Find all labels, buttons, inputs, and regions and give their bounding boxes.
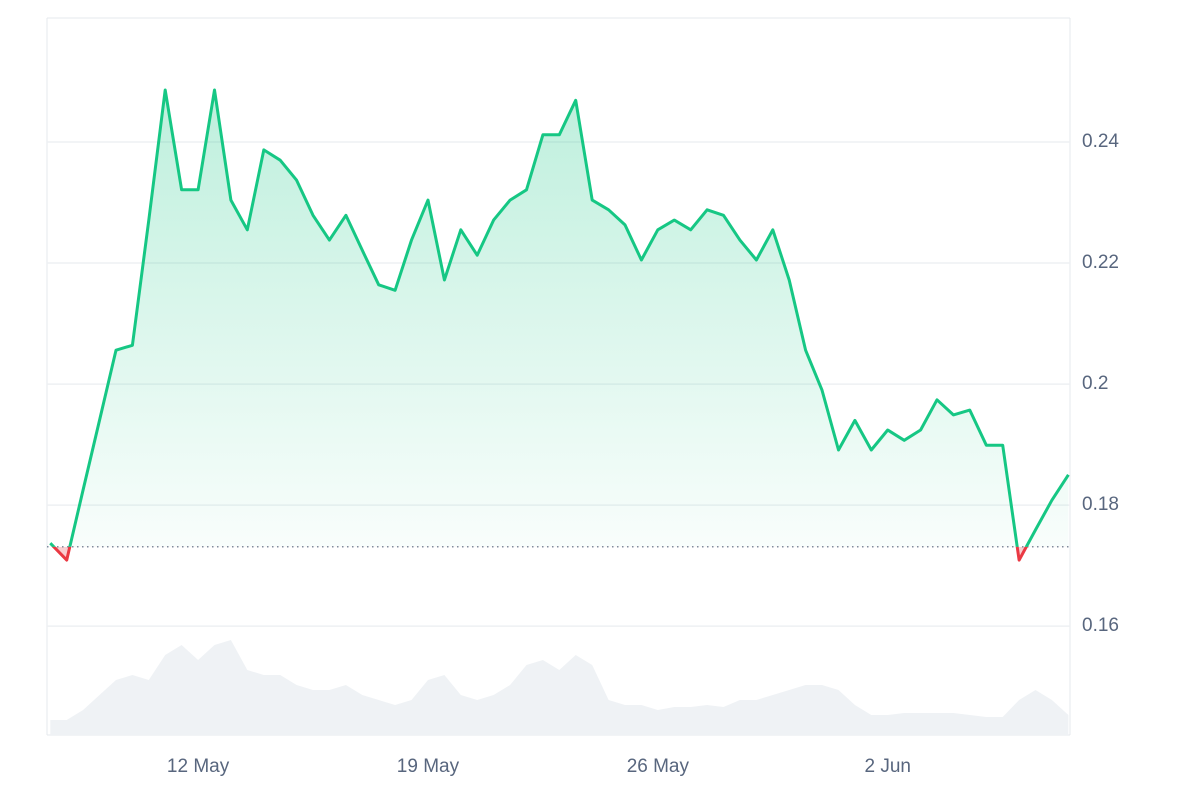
x-tick-label: 12 May <box>167 756 230 777</box>
y-tick-label: 0.16 <box>1082 615 1119 636</box>
price-area-up <box>50 90 1069 547</box>
y-tick-label: 0.2 <box>1082 373 1108 394</box>
y-tick-label: 0.22 <box>1082 252 1119 273</box>
x-tick-label: 19 May <box>397 756 460 777</box>
y-tick-label: 0.24 <box>1082 131 1119 152</box>
x-tick-label: 2 Jun <box>864 756 910 777</box>
volume-area <box>50 640 1069 735</box>
price-line-up <box>49 88 1070 547</box>
y-tick-label: 0.18 <box>1082 494 1119 515</box>
x-tick-label: 26 May <box>627 756 690 777</box>
